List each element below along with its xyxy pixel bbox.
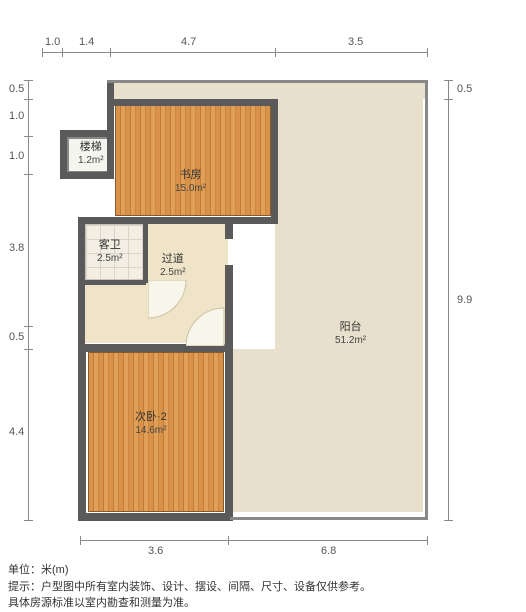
wall — [78, 513, 233, 521]
wall — [107, 80, 428, 83]
wall — [60, 130, 114, 137]
wall — [107, 99, 114, 179]
dim-tick — [24, 349, 33, 350]
dim-left-5: 4.4 — [9, 426, 24, 438]
dim-tick — [110, 48, 111, 57]
wall — [225, 265, 233, 521]
label-stairs-area: 1.2m² — [78, 154, 104, 167]
label-study: 书房 15.0m² — [175, 168, 206, 195]
wall — [225, 221, 233, 239]
dim-tick — [80, 536, 81, 545]
label-hallway-name: 过道 — [160, 252, 186, 266]
dim-tick — [275, 48, 276, 57]
dim-top-3: 3.5 — [348, 36, 363, 48]
dim-top-1: 1.4 — [79, 36, 94, 48]
wall — [82, 280, 146, 285]
dim-bottom-0: 3.6 — [148, 545, 163, 557]
label-hallway: 过道 2.5m² — [160, 252, 186, 279]
wall — [78, 217, 278, 224]
label-bedroom2: 次卧·2 14.6m² — [135, 410, 167, 437]
wall — [230, 517, 428, 520]
dim-tick — [444, 520, 453, 521]
dim-line-bottom — [80, 540, 427, 541]
footer: 单位：米(m) 提示：户型图中所有室内装饰、设计、摆设、间隔、尺寸、设备仅供参考… — [8, 562, 518, 612]
disclaimer: 提示：户型图中所有室内装饰、设计、摆设、间隔、尺寸、设备仅供参考。 具体房源标准… — [8, 579, 518, 612]
label-balcony: 阳台 51.2m² — [335, 320, 366, 347]
label-balcony-area: 51.2m² — [335, 334, 366, 347]
wall — [78, 344, 86, 520]
units-label: 单位：米(m) — [8, 562, 518, 579]
dim-line-right — [448, 80, 449, 520]
dim-top-2: 4.7 — [181, 36, 196, 48]
dim-left-4: 0.5 — [9, 331, 24, 343]
dim-tick — [427, 536, 428, 545]
dim-tick — [24, 520, 33, 521]
dim-tick — [444, 99, 453, 100]
room-study — [115, 104, 271, 216]
dim-tick — [62, 48, 63, 57]
label-hallway-area: 2.5m² — [160, 266, 186, 279]
room-hallway-ext — [85, 283, 150, 343]
dim-left-0: 0.5 — [9, 83, 24, 95]
wall — [271, 99, 278, 224]
dim-left-2: 1.0 — [9, 150, 24, 162]
label-guest-bath: 客卫 2.5m² — [97, 238, 123, 265]
dim-tick — [42, 48, 43, 57]
dim-tick — [427, 48, 428, 57]
dim-left-3: 3.8 — [9, 242, 24, 254]
dim-right-0: 0.5 — [457, 83, 472, 95]
door-arc-bedroom — [186, 306, 226, 346]
dim-left-1: 1.0 — [9, 110, 24, 122]
wall — [107, 80, 114, 100]
label-stairs-name: 楼梯 — [78, 140, 104, 154]
label-study-name: 书房 — [175, 168, 206, 182]
dim-tick — [444, 80, 453, 81]
room-balcony-ext2 — [230, 349, 280, 512]
floorplan-canvas: 1.0 1.4 4.7 3.5 0.5 1.0 1.0 3.8 0.5 4.4 … — [0, 0, 526, 600]
dim-top-0: 1.0 — [45, 36, 60, 48]
dim-tick — [24, 99, 33, 100]
room-balcony — [275, 99, 423, 512]
dim-tick — [24, 136, 33, 137]
dim-tick — [24, 80, 33, 81]
label-bedroom2-area: 14.6m² — [135, 424, 167, 437]
label-bedroom2-name: 次卧·2 — [135, 410, 167, 424]
label-study-area: 15.0m² — [175, 182, 206, 195]
wall — [107, 99, 277, 106]
wall — [425, 80, 428, 520]
wall — [143, 221, 148, 283]
dim-line-left — [28, 80, 29, 520]
dim-bottom-1: 6.8 — [321, 545, 336, 557]
label-guest-bath-name: 客卫 — [97, 238, 123, 252]
wall — [60, 130, 67, 178]
dim-tick — [24, 174, 33, 175]
dim-right-1: 9.9 — [457, 294, 472, 306]
label-stairs: 楼梯 1.2m² — [78, 140, 104, 167]
door-arc-hallway — [148, 280, 188, 320]
dim-tick — [228, 536, 229, 545]
label-guest-bath-area: 2.5m² — [97, 252, 123, 265]
dim-tick — [24, 326, 33, 327]
wall — [60, 172, 114, 179]
dim-line-top — [42, 52, 427, 53]
label-balcony-name: 阳台 — [335, 320, 366, 334]
